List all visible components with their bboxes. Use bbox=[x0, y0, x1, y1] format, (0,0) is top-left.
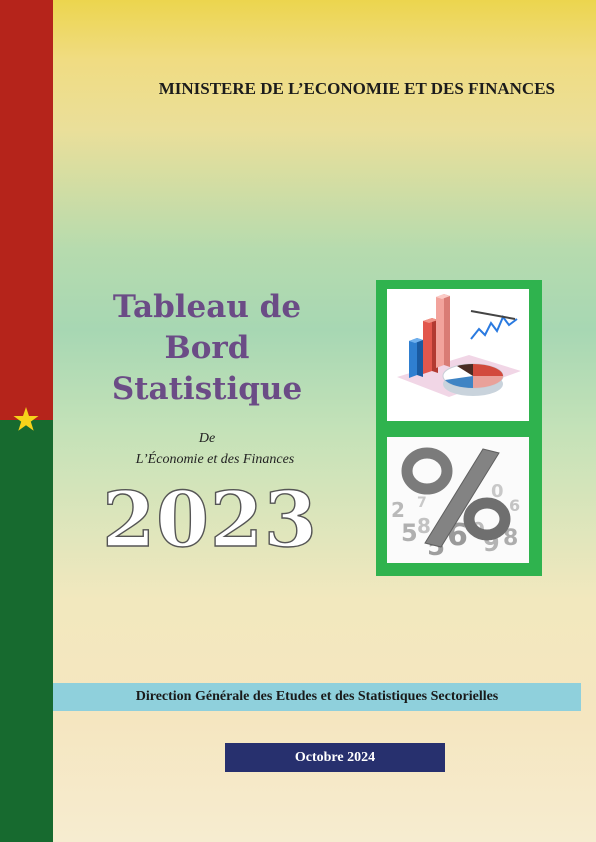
svg-text:7: 7 bbox=[417, 495, 427, 511]
flag-band-red bbox=[0, 0, 53, 420]
directorate-band bbox=[53, 683, 581, 711]
publication-date: Octobre 2024 bbox=[225, 743, 445, 772]
title-line-3: Statistique bbox=[111, 371, 303, 407]
year-heading: 2023 bbox=[102, 475, 318, 564]
percent-numbers-illustration: 2 5 8 5 6 0 9 8 0 7 6 bbox=[387, 437, 529, 563]
title-line-2: Bord bbox=[164, 330, 250, 366]
document-title: Tableau de Bord Statistique bbox=[72, 287, 342, 410]
svg-text:8: 8 bbox=[417, 514, 431, 538]
svg-text:8: 8 bbox=[503, 526, 518, 551]
ministry-heading: MINISTERE DE L’ECONOMIE ET DES FINANCES bbox=[158, 79, 555, 98]
flag-band-green bbox=[0, 420, 53, 842]
svg-text:6: 6 bbox=[509, 496, 520, 515]
directorate-text: Direction Générale des Etudes et des Sta… bbox=[135, 689, 499, 704]
subtitle-de: De bbox=[198, 431, 216, 446]
title-line-1: Tableau de bbox=[112, 289, 302, 325]
svg-text:2: 2 bbox=[391, 498, 405, 522]
svg-text:5: 5 bbox=[401, 519, 418, 547]
subtitle-economy: L’Économie et des Finances bbox=[135, 452, 295, 467]
svg-text:0: 0 bbox=[491, 481, 504, 502]
star-icon bbox=[13, 407, 39, 431]
charts-illustration bbox=[387, 289, 529, 421]
